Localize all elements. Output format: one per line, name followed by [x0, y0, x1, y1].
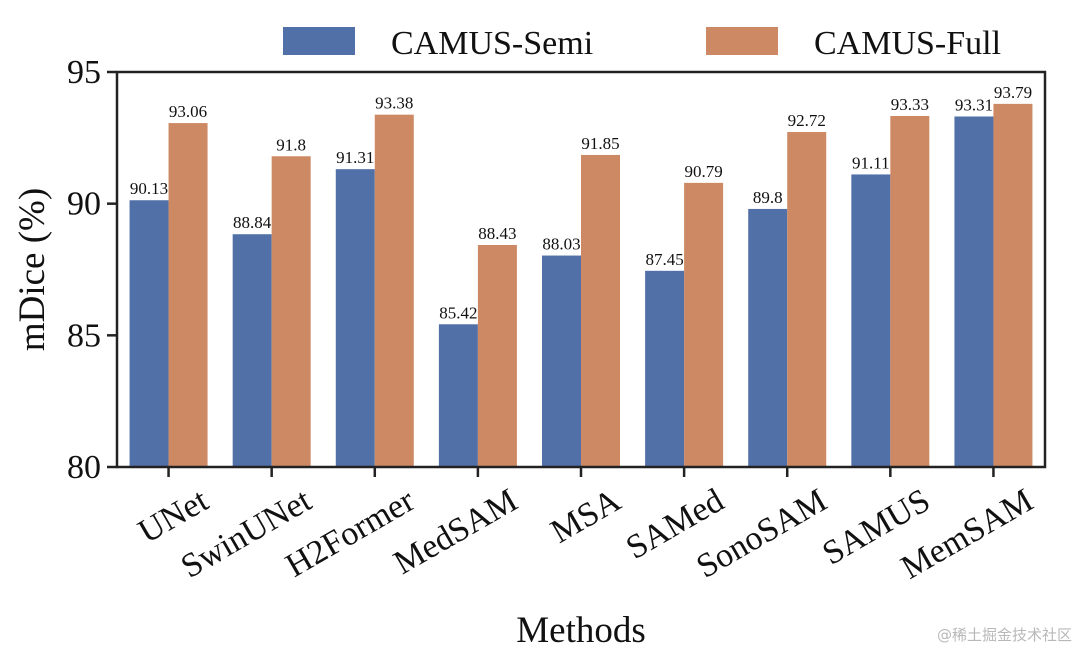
bar-camus-full-sonosam [787, 132, 827, 468]
bar-camus-full-unet [168, 123, 208, 467]
bar-camus-semi-sonosam [748, 208, 788, 467]
bar-camus-semi-h2former [335, 169, 375, 468]
value-label: 88.03 [542, 235, 580, 254]
value-label: 93.31 [955, 96, 993, 115]
x-tick-label: MSA [545, 482, 628, 551]
y-axis-label: mDice (%) [12, 188, 53, 351]
y-tick-label: 85 [67, 317, 101, 354]
value-label: 88.84 [233, 213, 272, 232]
bars-layer [129, 103, 1033, 468]
value-label: 88.43 [478, 224, 516, 243]
bar-camus-semi-medsam [438, 324, 478, 467]
value-labels-layer: 90.13 88.84 91.31 85.42 88.03 87.45 89.8 91.11 9… [130, 83, 1032, 322]
value-label: 91.11 [852, 153, 890, 172]
bar-camus-full-msa [581, 154, 620, 467]
x-axis-label: Methods [516, 610, 646, 651]
bar-camus-semi-memsam [954, 116, 994, 468]
value-label: 91.31 [336, 148, 374, 167]
bar-camus-full-memsam [993, 103, 1033, 467]
watermark: @稀土掘金技术社区 [936, 626, 1072, 644]
bar-camus-semi-swinunet [232, 234, 272, 467]
y-axis: 80 85 90 95 [67, 54, 117, 486]
y-tick-label: 80 [67, 449, 101, 486]
bar-camus-full-samed [684, 182, 724, 467]
bar-camus-full-swinunet [271, 156, 311, 467]
bar-camus-full-medsam [477, 245, 517, 467]
bar-camus-full-h2former [374, 114, 414, 467]
value-label: 93.33 [891, 95, 929, 114]
value-label: 87.45 [645, 250, 683, 269]
legend-swatch-camus-full [706, 27, 778, 55]
bar-camus-full-samus [890, 115, 930, 467]
value-label: 93.06 [169, 102, 207, 121]
value-label: 90.13 [130, 179, 168, 198]
value-label: 93.38 [375, 94, 413, 113]
y-tick-label: 95 [67, 54, 101, 91]
bar-camus-semi-unet [129, 200, 169, 467]
legend-swatch-camus-semi [283, 27, 355, 55]
value-label: 93.79 [994, 83, 1032, 102]
value-label: 91.8 [276, 135, 306, 154]
bar-camus-semi-samus [851, 174, 891, 468]
legend: CAMUS-Semi CAMUS-Full [283, 25, 1001, 62]
value-label: 89.8 [753, 188, 783, 207]
value-label: 92.72 [788, 111, 826, 130]
bar-camus-semi-msa [542, 255, 581, 467]
legend-label: CAMUS-Semi [391, 25, 593, 62]
value-label: 85.42 [439, 303, 477, 322]
value-label: 91.85 [581, 134, 619, 153]
value-label: 90.79 [684, 162, 722, 181]
legend-label: CAMUS-Full [814, 25, 1001, 62]
y-tick-label: 90 [67, 186, 101, 223]
bar-camus-semi-samed [645, 270, 685, 467]
